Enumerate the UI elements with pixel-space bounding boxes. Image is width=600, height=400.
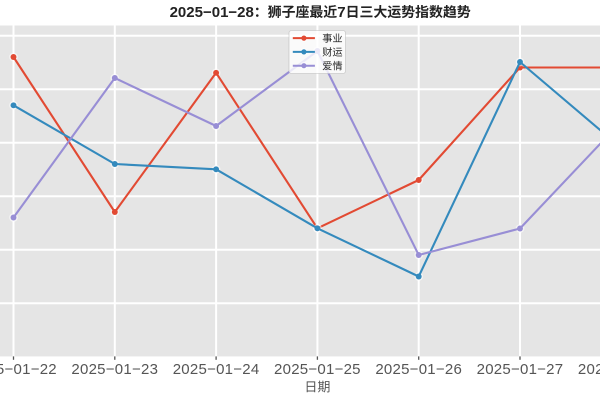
svg-text:2025−01−28: 2025−01−28 [170, 4, 254, 21]
svg-text:2025−01−26: 2025−01−26 [375, 361, 462, 378]
svg-text:2025−01−23: 2025−01−23 [71, 361, 158, 378]
svg-text:2025−01−24: 2025−01−24 [173, 361, 260, 378]
svg-text:2025−01−22: 2025−01−22 [0, 361, 57, 378]
svg-text:2025−01−27: 2025−01−27 [477, 361, 564, 378]
svg-text:2025−01−25: 2025−01−25 [274, 361, 361, 378]
svg-text:7: 7 [337, 4, 345, 21]
svg-text:2025−01−28: 2025−01−28 [578, 361, 600, 378]
